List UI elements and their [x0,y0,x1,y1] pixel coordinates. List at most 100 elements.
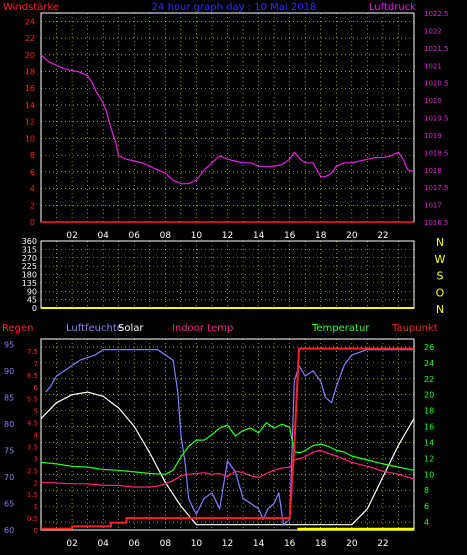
humidity-tick-75: 75 [4,446,14,455]
wind-tick-24: 24 [25,17,35,26]
pressure-tick-1021.5: 1021.5 [424,45,449,53]
temp-axis-ticks: 4 6 8 10 12 14 16 18 20 22 24 26 [424,343,434,527]
wind-tick-18: 18 [25,68,35,77]
rain-tick-5.5: 5.5 [27,396,38,404]
wind-tick-12: 12 [25,118,35,127]
wind-tick-20: 20 [25,51,35,60]
panel1-grid [41,13,414,223]
rain-tick-3: 3 [34,455,38,463]
temp-tick-14: 14 [424,438,434,447]
humidity-tick-90: 90 [4,367,14,376]
series-luftfeuchte [45,349,414,526]
rain-tick-6: 6 [34,384,39,392]
rain-tick-0.5: 0.5 [27,515,38,523]
rain-tick-2.5: 2.5 [27,467,38,475]
p1-x-tick-10: 10 [191,231,203,241]
temp-tick-22: 22 [424,375,434,384]
temp-tick-12: 12 [424,454,434,463]
direction-tick-180: 180 [22,271,37,280]
rain-tick-4.5: 4.5 [27,420,38,428]
legend-item-4: Temperatur [311,323,370,334]
pressure-tick-1017: 1017 [424,202,442,210]
pressure-tick-1019: 1019 [424,132,442,140]
direction-tick-315: 315 [22,245,37,254]
legend-item-0: Regen [2,323,34,334]
humidity-tick-60: 60 [4,526,14,535]
direction-tick-135: 135 [22,279,37,288]
p1-x-tick-02: 02 [66,231,77,241]
pressure-line [40,54,415,185]
pressure-tick-1018.5: 1018.5 [424,149,449,157]
temp-tick-20: 20 [424,391,434,400]
humidity-axis-ticks: 60 65 70 75 80 85 90 95 [4,340,14,535]
rain-tick-1: 1 [34,503,38,511]
rain-tick-3.5: 3.5 [27,443,38,451]
humidity-tick-70: 70 [4,473,14,482]
direction-tick-45: 45 [27,296,37,305]
pressure-tick-1020.5: 1020.5 [424,80,449,88]
temp-tick-8: 8 [424,486,429,495]
pressure-tick-1021: 1021 [424,62,442,70]
p1-x-tick-12: 12 [222,231,233,241]
rain-tick-7.5: 7.5 [27,348,38,356]
wind-tick-2: 2 [30,201,35,210]
p1-x-tick-14: 14 [253,231,265,241]
compass-label-3: O [436,286,445,299]
p3-x-tick-02: 02 [66,539,77,549]
rain-tick-7: 7 [34,360,38,368]
wind-tick-14: 14 [25,101,35,110]
wind-tick-4: 4 [30,185,35,194]
wind-tick-10: 10 [25,134,35,143]
p1-x-tick-08: 08 [160,231,172,241]
p3-x-tick-16: 16 [284,539,296,549]
compass-label-1: W [435,253,446,266]
series-regen [41,347,414,530]
p1-x-tick-16: 16 [284,231,296,241]
compass-label-0: N [436,236,444,249]
series-solar [40,391,415,526]
p3-x-tick-14: 14 [253,539,265,549]
legend-item-2: Solar [118,323,144,334]
humidity-tick-65: 65 [4,499,14,508]
p1-x-tick-04: 04 [97,231,109,241]
wind-tick-16: 16 [25,84,35,93]
p1-x-tick-18: 18 [315,231,327,241]
humidity-tick-80: 80 [4,420,14,429]
pressure-tick-1020: 1020 [424,97,442,105]
p3-x-tick-10: 10 [191,539,203,549]
temp-tick-18: 18 [424,407,434,416]
pressure-tick-1022: 1022 [424,27,442,35]
rain-tick-0: 0 [34,527,38,535]
temp-tick-10: 10 [424,470,434,479]
p3-x-tick-18: 18 [315,539,327,549]
compass-label-4: N [436,303,444,316]
pressure-tick-1022.5: 1022.5 [424,10,449,18]
wind-tick-6: 6 [30,168,35,177]
pressure-axis-ticks: 1016.5 1017 1017.5 1018 1018.5 1019 1019.5 1020… [424,10,449,227]
p3-x-tick-22: 22 [377,539,388,549]
legend-item-3: Indoor temp [172,323,233,334]
p3-x-tick-20: 20 [346,539,358,549]
pressure-tick-1017.5: 1017.5 [424,184,449,192]
legend-item-1: Luftfeuchte [66,323,123,334]
rain-axis-ticks: 0 0.5 1 1.5 2 2.5 3 3.5 4 4.5 5 5.5 6 6.5 7 7.5 [27,348,39,535]
pressure-tick-1016.5: 1016.5 [424,219,449,227]
wind-axis-title: Windstärke [3,2,59,13]
temp-tick-4: 4 [424,518,429,527]
panel3-frame [40,338,415,531]
pressure-tick-1018: 1018 [424,167,442,175]
direction-tick-225: 225 [22,262,37,271]
panel3-x-ticks: 02 04 06 08 10 12 14 16 18 20 22 [66,539,388,549]
temp-tick-24: 24 [424,359,434,368]
temp-tick-16: 16 [424,423,434,432]
legend-item-5: Taupunkt [391,323,438,334]
p3-x-tick-06: 06 [129,539,141,549]
rain-tick-1.5: 1.5 [27,491,38,499]
p3-x-tick-08: 08 [160,539,172,549]
direction-tick-360: 360 [22,237,37,246]
